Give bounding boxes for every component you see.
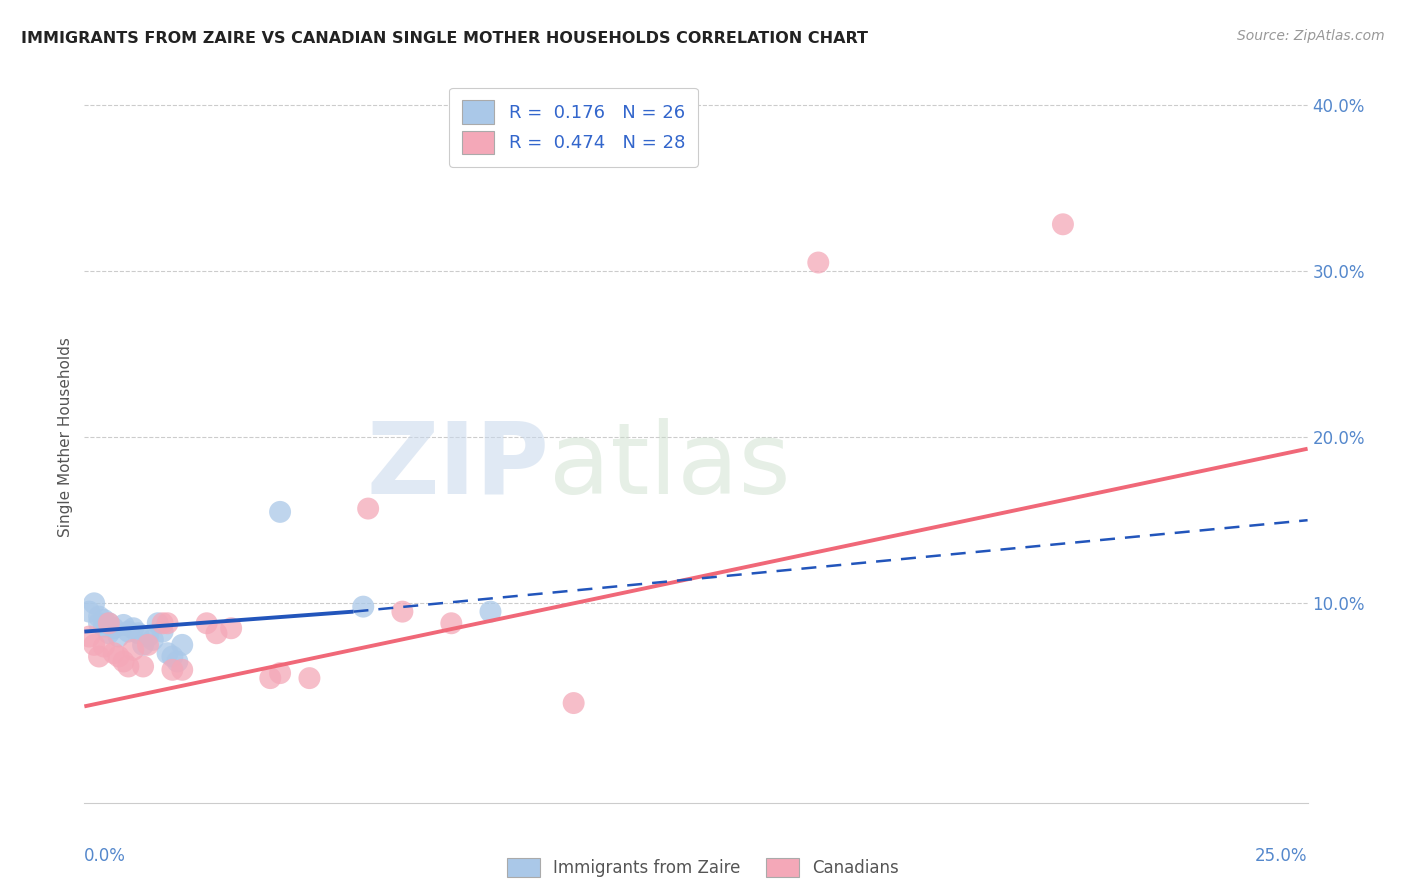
- Point: [107, 649, 129, 664]
- Point: [122, 643, 145, 657]
- Point: [83, 596, 105, 610]
- Text: IMMIGRANTS FROM ZAIRE VS CANADIAN SINGLE MOTHER HOUSEHOLDS CORRELATION CHART: IMMIGRANTS FROM ZAIRE VS CANADIAN SINGLE…: [21, 31, 868, 46]
- Point: [103, 621, 125, 635]
- Point: [97, 616, 120, 631]
- Point: [112, 618, 135, 632]
- Point: [87, 609, 110, 624]
- Point: [479, 605, 502, 619]
- Legend: Immigrants from Zaire, Canadians: Immigrants from Zaire, Canadians: [501, 851, 905, 884]
- Text: 0.0%: 0.0%: [84, 847, 127, 864]
- Point: [136, 638, 159, 652]
- Point: [136, 630, 159, 644]
- Point: [219, 621, 242, 635]
- Point: [807, 255, 830, 269]
- Point: [93, 619, 115, 633]
- Point: [195, 616, 218, 631]
- Y-axis label: Single Mother Households: Single Mother Households: [58, 337, 73, 537]
- Point: [97, 626, 120, 640]
- Point: [152, 616, 174, 631]
- Point: [83, 638, 105, 652]
- Point: [162, 649, 184, 664]
- Point: [127, 626, 149, 640]
- Point: [93, 640, 115, 654]
- Point: [112, 655, 135, 669]
- Point: [156, 646, 179, 660]
- Point: [357, 501, 380, 516]
- Point: [152, 624, 174, 639]
- Point: [87, 616, 110, 631]
- Text: Source: ZipAtlas.com: Source: ZipAtlas.com: [1237, 29, 1385, 43]
- Point: [205, 626, 228, 640]
- Point: [562, 696, 585, 710]
- Point: [298, 671, 321, 685]
- Point: [77, 605, 100, 619]
- Text: 25.0%: 25.0%: [1256, 847, 1308, 864]
- Point: [166, 655, 188, 669]
- Text: atlas: atlas: [550, 417, 790, 515]
- Point: [87, 649, 110, 664]
- Legend: R =  0.176   N = 26, R =  0.474   N = 28: R = 0.176 N = 26, R = 0.474 N = 28: [450, 87, 697, 167]
- Point: [117, 659, 139, 673]
- Point: [269, 505, 291, 519]
- Point: [162, 663, 184, 677]
- Point: [1052, 217, 1074, 231]
- Point: [440, 616, 463, 631]
- Point: [132, 638, 155, 652]
- Point: [103, 646, 125, 660]
- Point: [142, 632, 165, 647]
- Point: [269, 666, 291, 681]
- Point: [132, 659, 155, 673]
- Point: [97, 616, 120, 631]
- Point: [117, 624, 139, 639]
- Point: [259, 671, 281, 685]
- Text: ZIP: ZIP: [367, 417, 550, 515]
- Point: [391, 605, 413, 619]
- Point: [172, 663, 194, 677]
- Point: [122, 621, 145, 635]
- Point: [77, 630, 100, 644]
- Point: [93, 613, 115, 627]
- Point: [352, 599, 374, 614]
- Point: [107, 630, 129, 644]
- Point: [172, 638, 194, 652]
- Point: [156, 616, 179, 631]
- Point: [146, 616, 169, 631]
